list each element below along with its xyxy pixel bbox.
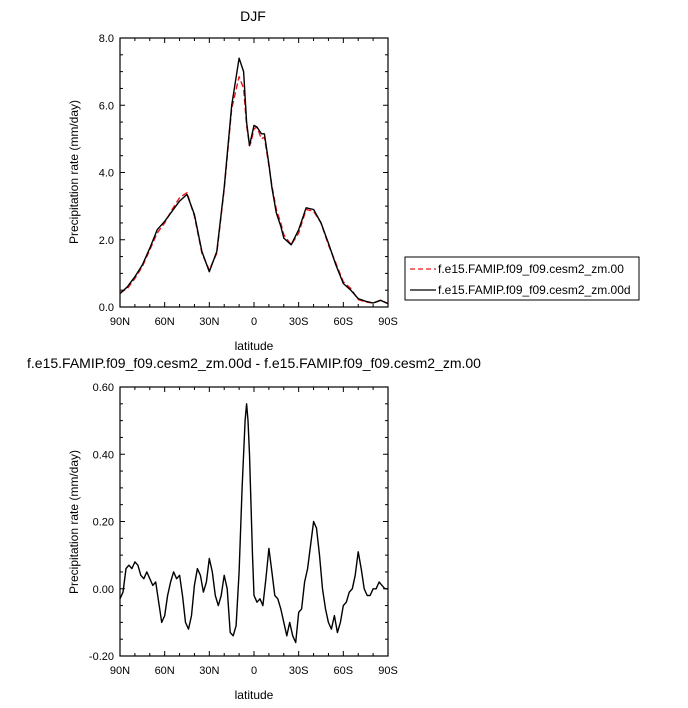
top-chart-series-line-2 [119,57,389,305]
bottom-chart-y-tick-label: 0.20 [93,517,114,529]
top-chart-plot-frame [119,37,389,308]
bottom-chart-x-tick-label: 90S [378,665,398,677]
top-chart-x-tick-label: 90S [378,316,398,328]
top-chart-y-ticks: 0.0 2.0 4.0 6.0 8.0 [99,33,388,314]
bottom-chart-x-tick-label: 30S [289,665,309,677]
bottom-chart-x-tick-label: 60N [155,665,175,677]
top-chart-x-tick-label: 60S [334,316,354,328]
top-chart-x-tick-label: 60N [155,316,175,328]
bottom-chart-x-tick-label: 90N [110,665,130,677]
bottom-chart-title: f.e15.FAMIP.f09_f09.cesm2_zm.00d - f.e15… [27,355,481,371]
bottom-chart-y-ticks: -0.20 0.00 0.20 0.40 0.60 [89,382,388,663]
bottom-chart-series-lines [119,403,388,644]
legend-label-series-2: f.e15.FAMIP.f09_f09.cesm2_zm.00d [438,283,631,297]
bottom-chart-y-tick-label: -0.20 [89,651,114,663]
bottom-chart-y-axis-label: Precipitation rate (mm/day) [67,450,81,594]
legend-frame [404,256,640,301]
bottom-chart-x-tick-label: 0 [251,665,257,677]
bottom-chart-y-tick-label: 0.60 [93,382,114,394]
bottom-chart-series-line-1 [119,403,388,644]
top-chart-series-lines [119,57,389,305]
top-chart-y-tick-label: 2.0 [99,235,114,247]
top-chart-panel: DJF 0.02.04.06.08.0 90N 60N 30N 0 30S 60S 90S … [67,8,398,353]
top-chart-x-ticks: 90N 60N 30N 0 30S 60S 90S [110,38,398,328]
top-chart-x-tick-label: 0 [251,316,257,328]
top-chart-y-tick-label: 6.0 [99,100,114,112]
top-chart-y-tick-label: 4.0 [99,168,114,180]
top-chart-x-tick-label: 30S [289,316,309,328]
bottom-chart-x-tick-label: 60S [334,665,354,677]
top-chart-y-axis-label: Precipitation rate (mm/day) [67,100,81,244]
top-chart-y-tick-label: 0.0 [99,302,114,314]
bottom-chart-x-axis-label: latitude [235,688,274,702]
legend-label-series-1: f.e15.FAMIP.f09_f09.cesm2_zm.00 [438,262,624,276]
bottom-chart-panel: f.e15.FAMIP.f09_f09.cesm2_zm.00d - f.e15… [27,355,481,702]
bottom-chart-y-tick-label: 0.00 [93,584,114,596]
top-chart-title: DJF [240,8,266,24]
top-chart-y-tick-label: 8.0 [99,33,114,45]
bottom-chart-x-tick-label: 30N [199,665,219,677]
bottom-chart-y-tick-label: 0.40 [93,449,114,461]
top-chart-x-tick-label: 90N [110,316,130,328]
top-chart-x-tick-label: 30N [199,316,219,328]
top-chart-series-line-1 [119,76,389,305]
chart-legend: f.e15.FAMIP.f09_f09.cesm2_zm.00 f.e15.FA… [404,256,640,301]
bottom-chart-x-ticks: 90N 60N 30N 0 30S 60S 90S [110,387,398,677]
top-chart-x-axis-label: latitude [235,339,274,353]
